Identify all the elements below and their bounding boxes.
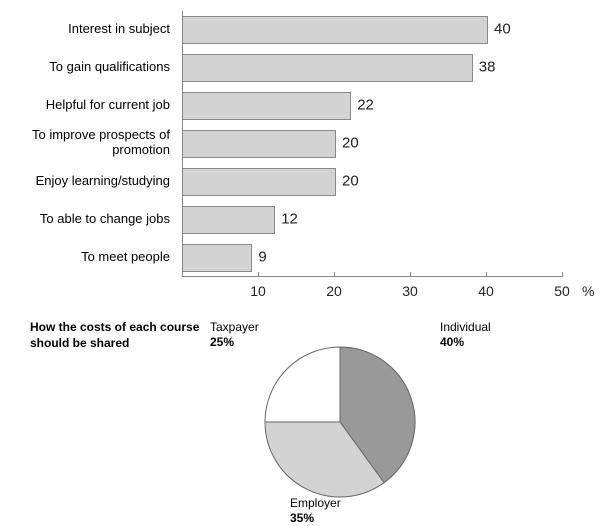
bar-track: 9 (182, 238, 562, 276)
bar-track: 20 (182, 162, 562, 200)
bar-value: 9 (258, 249, 266, 266)
bar-value: 22 (357, 97, 374, 114)
bar-track: 38 (182, 48, 562, 86)
bar-label: To improve prospects of promotion (0, 128, 182, 158)
bar-track: 20 (182, 124, 562, 162)
bar-row: Helpful for current job 22 (0, 86, 600, 124)
axis-tick-label: 20 (326, 283, 342, 299)
bar-label: Helpful for current job (0, 98, 182, 113)
axis-tick (562, 272, 563, 277)
bar-row: Enjoy learning/studying 20 (0, 162, 600, 200)
pie-label-name: Employer (290, 496, 341, 511)
bar (182, 54, 473, 82)
pie-label-pct: 40% (440, 335, 491, 350)
bar (182, 244, 252, 272)
pie-label-individual: Individual40% (440, 320, 491, 350)
bar-label: Interest in subject (0, 22, 182, 37)
reasons-bar-chart: Interest in subject 40 To gain qualificati… (0, 10, 600, 303)
axis-tick-label: 10 (250, 283, 266, 299)
bar-value: 20 (342, 135, 359, 152)
axis-unit-label: % (582, 283, 594, 299)
axis-tick-label: 30 (402, 283, 418, 299)
bar-value: 40 (494, 21, 511, 38)
pie-slice-taxpayer (265, 347, 340, 422)
axis-tick-label: 40 (478, 283, 494, 299)
pie-title: How the costs of each course should be s… (30, 320, 200, 351)
bar-track: 22 (182, 86, 562, 124)
bar-track: 12 (182, 200, 562, 238)
pie-label-name: Individual (440, 320, 491, 335)
axis-tick (258, 272, 259, 277)
pie-label-taxpayer: Taxpayer25% (210, 320, 259, 350)
bar-value: 20 (342, 173, 359, 190)
pie-label-employer: Employer35% (290, 496, 341, 526)
axis-tick (486, 272, 487, 277)
axis-tick (334, 272, 335, 277)
bar-value: 38 (479, 59, 496, 76)
bar-row: To improve prospects of promotion 20 (0, 124, 600, 162)
bar (182, 168, 336, 196)
x-axis: 1020304050% (182, 276, 562, 303)
bar (182, 92, 351, 120)
bar-row: To meet people 9 (0, 238, 600, 276)
axis-tick-label: 50 (554, 283, 570, 299)
bar-value: 12 (281, 211, 298, 228)
pie-label-pct: 25% (210, 335, 259, 350)
bar-row: To able to change jobs 12 (0, 200, 600, 238)
bar-row: Interest in subject 40 (0, 10, 600, 48)
bar (182, 130, 336, 158)
y-axis-line (182, 11, 183, 277)
pie-label-name: Taxpayer (210, 320, 259, 335)
bar (182, 206, 275, 234)
bar-label: Enjoy learning/studying (0, 174, 182, 189)
bar-row: To gain qualifications 38 (0, 48, 600, 86)
axis-tick (410, 272, 411, 277)
bar-track: 40 (182, 10, 562, 48)
bar-label: To able to change jobs (0, 212, 182, 227)
pie-svg (260, 342, 420, 502)
bar (182, 16, 488, 44)
bar-label: To meet people (0, 250, 182, 265)
bar-label: To gain qualifications (0, 60, 182, 75)
